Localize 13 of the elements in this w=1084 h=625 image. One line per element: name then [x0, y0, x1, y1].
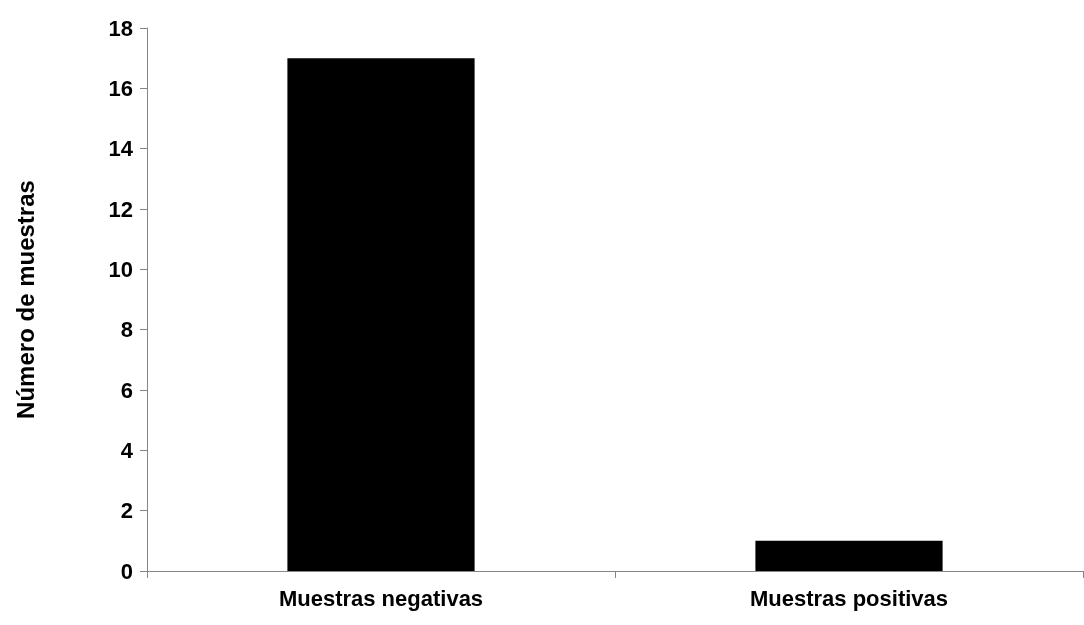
y-axis-title: Número de muestras [11, 180, 39, 419]
x-tick-label: Muestras negativas [278, 585, 484, 611]
y-tick-label: 2 [120, 498, 133, 524]
y-tick-label: 10 [108, 256, 133, 282]
y-tick-label: 18 [108, 15, 133, 41]
y-tick-label: 4 [120, 437, 134, 463]
x-tick-label: Muestras positivas [749, 585, 949, 611]
y-tick-label: 12 [108, 196, 133, 222]
y-tick-label: 14 [108, 136, 134, 162]
y-tick-label: 0 [120, 558, 133, 584]
y-tick-label: 6 [120, 377, 133, 403]
y-tick-label: 8 [120, 317, 133, 343]
y-tick-label: 16 [108, 75, 133, 101]
